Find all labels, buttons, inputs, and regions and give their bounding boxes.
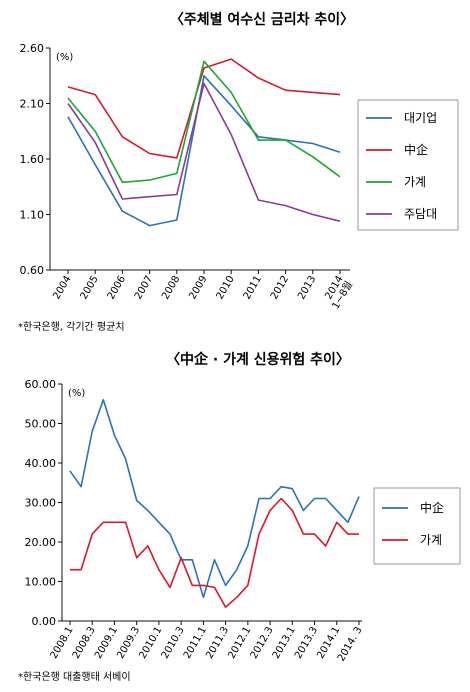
credit-risk-chart: 〈中企 · 가계 신용위험 추이〉 60.00 50.00 40.00 30.00 20.… xyxy=(18,351,461,683)
x-tick-label-line: 2013 xyxy=(296,274,318,302)
chart-title: 〈中企 · 가계 신용위험 추이〉 xyxy=(166,351,350,368)
series-line xyxy=(67,75,341,227)
x-tick-label: 2010 xyxy=(215,274,237,302)
legend-label: 가계 xyxy=(404,175,426,189)
y-unit-label: (%) xyxy=(68,388,85,399)
x-tick-label-line: 2012 xyxy=(269,274,291,302)
series-line xyxy=(70,497,359,609)
x-tick-label-line: 2010 xyxy=(215,274,237,302)
x-tick-label: 2004 xyxy=(51,274,73,302)
rate-spread-chart: 〈주체별 여수신 금리차 추이〉 2.60 2.10 1.60 1.10 0.60 (%) 2… xyxy=(18,11,459,333)
legend-box xyxy=(357,99,459,231)
y-tick-label: 2.60 xyxy=(20,42,45,55)
y-tick-label: 1.60 xyxy=(20,153,45,166)
legend-label: 가계 xyxy=(420,533,442,547)
legend-box xyxy=(373,487,461,565)
source-note: *한국은행, 각기간 평균치 xyxy=(18,321,125,333)
x-tick-label: 2005 xyxy=(79,274,101,302)
legend-label: 대기업 xyxy=(404,111,437,125)
y-tick-label: 1.10 xyxy=(20,209,45,222)
legend-label: 주담대 xyxy=(404,207,437,221)
x-tick-label-line: 2004 xyxy=(51,274,73,302)
y-tick-label: 2.10 xyxy=(20,98,45,111)
x-tick-label: 2006 xyxy=(106,274,128,302)
x-tick-label-line: 2005 xyxy=(79,274,101,302)
x-tick-label: 2008 xyxy=(160,274,182,302)
x-tick-label-line: 2009 xyxy=(187,274,209,302)
series-line xyxy=(67,58,341,159)
series-line xyxy=(67,82,341,222)
y-tick-label: 30.00 xyxy=(25,497,57,510)
x-tick-label-line: 2006 xyxy=(106,274,128,302)
legend-label: 中企 xyxy=(404,142,428,157)
x-tick-label: 20141~8월 xyxy=(321,274,355,311)
y-tick-label: 40.00 xyxy=(25,457,57,470)
y-tick-label: 10.00 xyxy=(25,576,57,589)
x-tick-label: 2013 xyxy=(296,274,318,302)
y-tick-label: 0.00 xyxy=(32,615,57,628)
y-tick-label: 60.00 xyxy=(25,378,57,391)
y-tick-label: 50.00 xyxy=(25,418,57,431)
chart-title: 〈주체별 여수신 금리차 추이〉 xyxy=(170,11,354,28)
y-unit-label: (%) xyxy=(56,52,73,63)
x-tick-label: 2007 xyxy=(133,274,155,302)
legend-label: 中企 xyxy=(420,500,444,515)
series-line xyxy=(67,60,341,184)
series-line xyxy=(69,398,360,599)
x-tick-label: 2012 xyxy=(269,274,291,302)
x-tick-label-line: 2011 xyxy=(242,274,264,302)
x-tick-label: 2009 xyxy=(187,274,209,302)
y-tick-label: 20.00 xyxy=(25,536,57,549)
y-tick-label: 0.60 xyxy=(20,264,45,277)
x-tick-label-line: 2008 xyxy=(160,274,182,302)
x-tick-label-line: 2007 xyxy=(133,274,155,302)
x-tick-label: 2011 xyxy=(242,274,264,302)
source-note: *한국은행 대출행태 서베이 xyxy=(18,671,131,683)
